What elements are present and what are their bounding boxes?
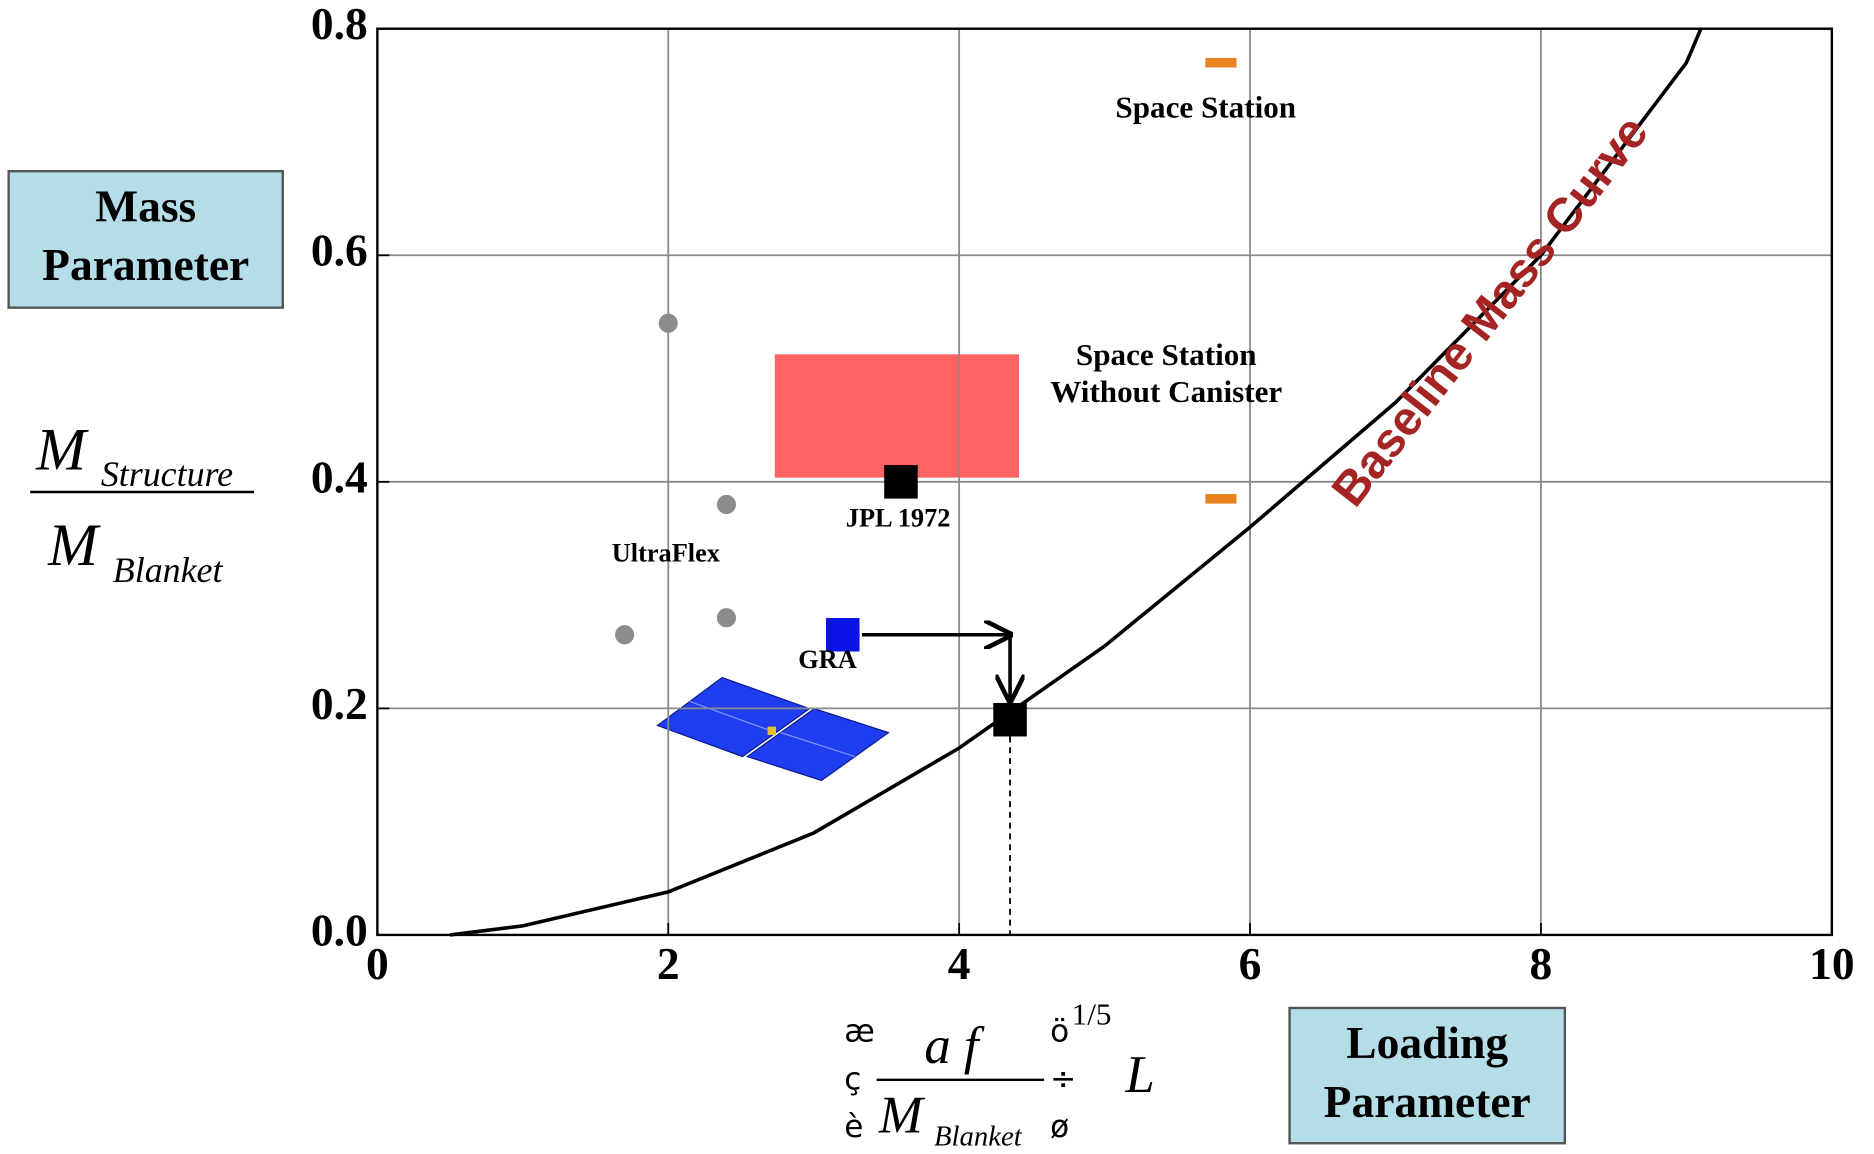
annotation-label: Space Station Without Canister — [1050, 337, 1283, 410]
plot-frame — [376, 27, 1834, 937]
x-tick-label: 6 — [1239, 938, 1262, 989]
formula-text: 1/5 — [1072, 997, 1112, 1032]
formula-text: M — [878, 1086, 926, 1144]
y-formula: M Structure M Blanket — [30, 416, 255, 590]
y-tick-label: 0.0 — [311, 904, 368, 955]
point — [884, 465, 918, 499]
x-tick-label: 8 — [1530, 938, 1553, 989]
formula-text: M — [47, 512, 101, 578]
annotation: Space Station — [1115, 89, 1297, 125]
point — [1205, 57, 1237, 68]
x-tick-label: 2 — [657, 938, 680, 989]
x-axis-title: Loading Parameter — [1323, 1018, 1531, 1129]
solar-array-icon — [656, 676, 890, 782]
y-tick-label: 0.4 — [311, 451, 368, 502]
point — [716, 494, 737, 515]
formula-text: æ — [844, 1013, 875, 1049]
formula-text: a f — [924, 1017, 984, 1075]
annotation-label: Space Station — [1115, 89, 1297, 125]
formula-text: ç — [844, 1061, 861, 1097]
annotation: GRA — [798, 644, 857, 674]
curve-label: Baseline Mass Curve — [1322, 106, 1659, 516]
formula-text: Blanket — [934, 1121, 1023, 1153]
formula-text: ÷ — [1050, 1061, 1076, 1097]
y-tick-label: 0.2 — [311, 678, 368, 729]
y-axis-title: Mass Parameter — [42, 181, 250, 292]
annotation: UltraFlex — [611, 537, 720, 568]
formula-text: ö — [1050, 1013, 1069, 1049]
annotation-label: UltraFlex — [611, 537, 720, 568]
mass-parameter-box: Mass Parameter — [7, 169, 284, 309]
loading-parameter-box: Loading Parameter — [1288, 1006, 1567, 1145]
point — [826, 617, 860, 652]
annotation: JPL 1972 — [845, 502, 951, 533]
annotation: Space Station Without Canister — [1050, 337, 1283, 410]
formula-text: Structure — [101, 454, 233, 494]
formula-text: Blanket — [113, 550, 224, 590]
annotation-label: JPL 1972 — [845, 502, 951, 533]
point — [615, 625, 635, 645]
x-tick-label: 10 — [1809, 938, 1854, 989]
curve — [449, 28, 1703, 937]
annotation-label: GRA — [798, 644, 857, 674]
point — [716, 608, 737, 628]
highlight-box — [774, 354, 1020, 478]
x-tick-label: 0 — [366, 938, 389, 989]
y-tick-label: 0.8 — [311, 0, 368, 49]
x-tick-label: 4 — [948, 938, 971, 989]
y-tick-label: 0.6 — [311, 225, 368, 276]
formula-text: ø — [1050, 1109, 1069, 1145]
point — [993, 702, 1027, 737]
x-formula: æ ç è a f M Blanket ö ÷ ø 1/5 L — [844, 997, 1155, 1153]
formula-text: L — [1125, 1046, 1155, 1104]
formula-text: M — [35, 416, 89, 482]
formula-text: è — [844, 1109, 863, 1145]
point — [658, 313, 678, 333]
point — [1205, 494, 1237, 504]
